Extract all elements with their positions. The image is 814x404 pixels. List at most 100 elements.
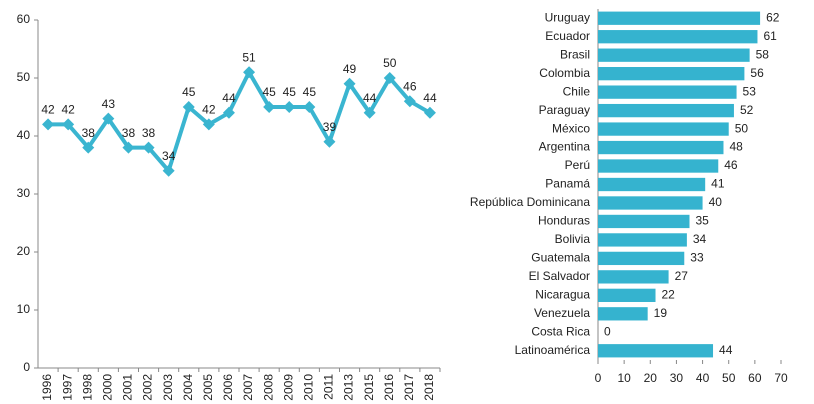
marker [403,95,416,108]
marker [202,118,215,131]
bar [598,140,724,155]
y-tick-label: Perú [565,158,590,172]
data-label: 46 [724,158,738,172]
bar [598,288,656,302]
marker [162,164,175,177]
data-label: 38 [122,126,136,140]
y-tick-label: República Dominicana [470,195,590,209]
y-tick-label: 10 [17,302,31,316]
y-tick-label: Latinoamérica [515,343,591,357]
data-label: 45 [283,85,297,99]
data-label: 45 [182,85,196,99]
data-label: 39 [323,120,337,134]
y-tick-label: Colombia [539,66,590,80]
bar [598,344,714,358]
marker [222,106,235,119]
marker [142,141,155,154]
x-tick-label: 2004 [181,374,195,401]
y-tick-label: Panamá [545,177,590,191]
data-label: 44 [719,343,733,357]
data-label: 44 [363,91,377,105]
y-tick-label: Honduras [538,214,590,228]
x-tick-label: 50 [722,371,736,385]
y-tick-label: Guatemala [531,251,590,265]
bar [598,177,706,192]
data-label: 27 [675,269,689,283]
x-tick-label: 2007 [241,374,255,401]
marker [263,101,276,113]
marker [283,101,296,113]
data-label: 19 [654,306,668,320]
data-label: 43 [102,97,116,111]
y-tick-label: 20 [17,244,31,258]
y-tick-label: Ecuador [545,29,590,43]
data-label: 42 [61,103,75,117]
x-tick-label: 30 [670,371,684,385]
x-tick-label: 60 [748,371,762,385]
marker [182,101,195,113]
bar [598,85,737,99]
data-label: 33 [690,251,704,265]
x-tick-label: 1997 [60,374,74,401]
marker [423,106,436,119]
bar [598,67,745,81]
x-tick-label: 1996 [40,374,54,401]
x-tick-label: 10 [617,371,631,385]
bar [598,214,690,229]
marker [383,72,396,84]
data-label: 34 [693,232,707,246]
marker [243,66,256,79]
marker [343,77,356,90]
x-tick-label: 70 [774,371,788,385]
x-tick-label: 40 [696,371,710,385]
y-tick-label: Venezuela [534,306,590,320]
x-tick-label: 1998 [80,374,94,401]
x-tick-label: 2018 [422,374,436,401]
data-label: 44 [222,91,236,105]
y-tick-label: 40 [17,128,31,142]
bar [598,103,734,118]
marker [42,118,55,131]
marker [122,141,135,154]
data-label: 61 [763,29,777,43]
data-label: 62 [766,10,780,24]
data-label: 50 [735,121,749,135]
x-tick-label: 2011 [322,374,336,400]
marker [82,141,95,154]
y-tick-label: 0 [23,360,30,374]
data-label: 56 [750,66,764,80]
x-tick-label: 2006 [221,374,235,401]
data-label: 42 [202,103,216,117]
data-label: 22 [662,288,676,302]
data-label: 42 [41,103,55,117]
x-tick-label: 20 [644,371,658,385]
data-label: 52 [740,103,754,117]
bar [598,11,761,25]
y-tick-label: Paraguay [539,103,590,117]
y-tick-label: Brasil [560,47,590,61]
data-label: 50 [383,56,397,70]
y-tick-label: Bolivia [555,232,591,246]
data-label: 51 [242,50,256,64]
data-label: 34 [162,149,176,163]
data-label: 38 [142,126,156,140]
data-label: 53 [743,84,757,98]
y-tick-label: El Salvador [529,269,590,283]
bar [598,159,719,173]
x-tick-label: 2008 [261,374,275,401]
bar [598,122,729,136]
y-tick-label: 30 [17,186,31,200]
x-tick-label: 0 [595,371,602,385]
marker [62,118,75,131]
data-label: 45 [262,85,276,99]
x-tick-label: 2003 [161,374,175,401]
data-label: 41 [711,177,725,191]
y-tick-label: Nicaragua [535,288,590,302]
x-tick-label: 2009 [281,374,295,401]
bar [598,48,750,62]
x-tick-label: 2005 [201,374,215,401]
data-label: 58 [756,47,770,61]
x-tick-label: 2013 [342,374,356,401]
data-label: 35 [696,214,710,228]
